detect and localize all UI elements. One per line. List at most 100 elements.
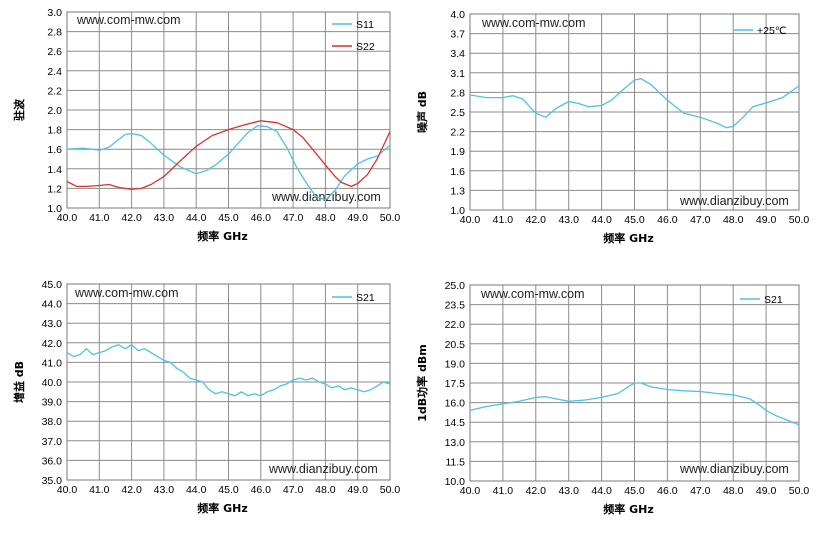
y-tick-label: 10.0: [445, 476, 466, 488]
chart-1: 40.0 41.0 42.0 43.0 44.0 45.0 46.0 47.0 48.0 49.0…: [12, 7, 400, 243]
series-line-S11: [66, 125, 391, 201]
x-tick-label: 47.0: [283, 212, 304, 224]
y-tick-label: 1.8: [47, 125, 62, 137]
watermark-top: www.com-mw.com: [481, 16, 585, 30]
x-tick-label: 41.0: [493, 485, 514, 497]
x-tick-label: 48.0: [723, 214, 744, 226]
x-tick-label: 44.0: [591, 485, 612, 497]
chart-3: 40.0 41.0 42.0 43.0 44.0 45.0 46.0 47.0 48.0 49.0…: [12, 279, 400, 515]
x-tick-label: 43.0: [154, 484, 175, 496]
y-tick-label: 1.9: [450, 146, 465, 158]
x-tick-label: 49.0: [347, 484, 368, 496]
x-tick-label: 41.0: [89, 212, 110, 224]
y-tick-label: 2.2: [47, 85, 62, 97]
x-tick-label: 41.0: [89, 484, 110, 496]
y-tick-label: 42.0: [42, 338, 63, 350]
x-tick-label: 44.0: [186, 484, 207, 496]
chart-4: 40.0 41.0 42.0 43.0 44.0 45.0 46.0 47.0 48.0 49.0…: [415, 280, 809, 516]
y-tick-label: 2.2: [450, 127, 465, 139]
y-tick-label: 38.0: [42, 416, 63, 428]
x-tick-label: 49.0: [756, 485, 777, 497]
series-line-S22: [66, 120, 391, 191]
x-tick-label: 41.0: [493, 214, 514, 226]
watermark-bottom: www.dianzibuy.com: [679, 194, 789, 208]
x-tick-label: 46.0: [657, 214, 678, 226]
y-tick-label: 36.0: [42, 455, 63, 467]
y-tick-label: 17.5: [445, 378, 466, 390]
x-axis-title: 频率 GHz: [197, 229, 247, 243]
x-tick-label: 45.0: [624, 214, 645, 226]
watermark-bottom: www.dianzibuy.com: [271, 190, 381, 204]
legend-label: S21: [356, 292, 375, 304]
y-tick-label: 3.1: [450, 68, 465, 80]
y-tick-label: 11.5: [445, 456, 465, 468]
y-tick-label: 37.0: [42, 436, 63, 448]
x-tick-label: 43.0: [558, 485, 579, 497]
x-tick-label: 42.0: [526, 214, 547, 226]
y-tick-label: 1.6: [450, 166, 465, 178]
y-tick-label: 45.0: [42, 279, 63, 291]
x-axis-title: 频率 GHz: [603, 231, 653, 245]
x-tick-label: 43.0: [154, 212, 175, 224]
series-line-S21: [469, 382, 800, 426]
y-tick-label: 1.4: [47, 164, 62, 176]
legend-label: +25℃: [757, 25, 787, 37]
y-tick-label: 19.0: [445, 358, 466, 370]
x-tick-label: 43.0: [558, 214, 579, 226]
y-axis-title: 噪声 dB: [415, 91, 429, 133]
x-tick-label: 47.0: [690, 485, 711, 497]
watermark-top: www.com-mw.com: [76, 13, 180, 27]
x-axis-title: 频率 GHz: [197, 501, 247, 515]
x-tick-label: 50.0: [789, 214, 810, 226]
x-tick-label: 42.0: [526, 485, 547, 497]
y-axis-title: 增益 dB: [12, 361, 26, 403]
x-tick-label: 40.0: [460, 214, 481, 226]
series-line-+25℃: [469, 78, 800, 129]
x-tick-label: 42.0: [121, 484, 142, 496]
y-tick-label: 41.0: [42, 357, 63, 369]
x-tick-label: 44.0: [591, 214, 612, 226]
y-tick-label: 44.0: [42, 299, 63, 311]
y-tick-label: 23.5: [445, 300, 466, 312]
legend-label: S21: [764, 294, 783, 306]
x-tick-label: 46.0: [657, 485, 678, 497]
y-tick-label: 25.0: [445, 280, 466, 292]
x-tick-label: 40.0: [460, 485, 481, 497]
plot-area: [469, 13, 800, 211]
y-tick-label: 1.0: [450, 205, 465, 217]
x-tick-label: 40.0: [57, 484, 78, 496]
x-tick-label: 48.0: [315, 212, 336, 224]
y-tick-label: 4.0: [450, 9, 465, 21]
y-tick-label: 3.0: [47, 7, 62, 19]
x-tick-label: 45.0: [624, 485, 645, 497]
x-axis-title: 频率 GHz: [603, 502, 653, 516]
x-tick-label: 40.0: [57, 212, 78, 224]
watermark-top: www.com-mw.com: [74, 286, 178, 300]
x-tick-label: 50.0: [380, 484, 401, 496]
y-axis-title: 驻波: [12, 98, 26, 121]
x-tick-label: 47.0: [283, 484, 304, 496]
x-tick-label: 44.0: [186, 212, 207, 224]
y-tick-label: 40.0: [42, 377, 63, 389]
y-tick-label: 20.5: [445, 339, 466, 351]
y-tick-label: 2.5: [450, 107, 465, 119]
y-axis-title: 1dB功率 dBm: [415, 344, 429, 421]
y-tick-label: 3.4: [450, 48, 465, 60]
chart-2: 40.0 41.0 42.0 43.0 44.0 45.0 46.0 47.0 48.0 49.0…: [415, 9, 809, 245]
x-tick-label: 50.0: [789, 485, 810, 497]
watermark-top: www.com-mw.com: [480, 287, 584, 301]
watermark-bottom: www.dianzibuy.com: [268, 462, 378, 476]
x-tick-label: 50.0: [380, 212, 401, 224]
y-tick-label: 3.7: [450, 29, 465, 41]
y-tick-label: 43.0: [42, 318, 63, 330]
y-tick-label: 2.6: [47, 46, 62, 58]
y-tick-label: 39.0: [42, 397, 63, 409]
legend-label: S22: [356, 41, 375, 53]
x-tick-label: 46.0: [251, 484, 272, 496]
y-tick-label: 1.3: [450, 185, 465, 197]
y-tick-label: 1.6: [47, 144, 62, 156]
x-tick-label: 46.0: [251, 212, 272, 224]
x-tick-label: 48.0: [315, 484, 336, 496]
legend-label: S11: [356, 19, 374, 31]
